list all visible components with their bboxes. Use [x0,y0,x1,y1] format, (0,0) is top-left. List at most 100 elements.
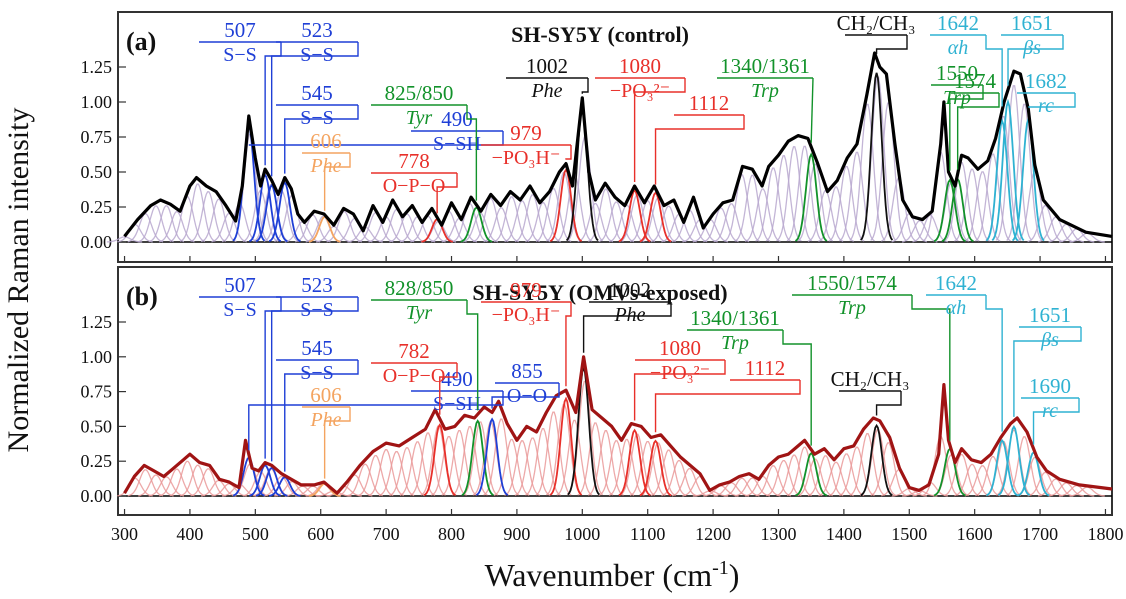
band-assignment: Phe [530,80,562,102]
band-wavenumber: 782 [398,339,430,363]
annotation-leader [985,35,1003,107]
x-tick-label: 1800 [1087,524,1123,544]
band-annotation: CH₂/CH₃ [837,11,915,55]
fit-component [797,163,834,242]
fit-component [650,449,687,497]
band-wavenumber: 1340/1361 [690,306,780,330]
fit-component [713,482,750,497]
y-tick-label: 1.00 [81,347,113,367]
band-wavenumber: 1112 [745,356,785,380]
y-tick-label: 1.25 [81,312,113,332]
fit-component [587,430,624,496]
fit-component [765,459,802,497]
band-wavenumber: 1550 [936,61,978,85]
band-component [860,72,894,241]
fit-component [703,207,739,243]
fit-component [148,205,185,243]
band-assignment: βs [1022,37,1041,59]
y-tick-label: 0.00 [81,486,113,506]
band-component [794,152,828,242]
band-annotation: 1574 [951,69,1000,170]
band-assignment: S−S [300,107,334,129]
band-wavenumber: 1112 [689,91,729,115]
x-tick-labels: 300 400 500 600 700 800 900 1000 1100 1200 1300 140… [111,524,1123,544]
fit-component [138,474,174,497]
band-assignment: rc [1042,400,1058,422]
fit-component [818,461,854,497]
y-tick-label: 0.50 [81,416,113,436]
fit-component [430,435,467,496]
fit-component [535,188,572,243]
band-wavenumber: 545 [301,81,333,105]
fit-component [169,460,206,497]
fit-component [734,174,771,242]
band-assignment: O−P−O [383,365,446,387]
spectrum-line [123,355,1113,495]
band-assignment: S−S [300,362,334,384]
fit-component [870,102,907,241]
fit-component [828,165,865,242]
annotation-leader [911,295,951,441]
fit-component [190,191,227,243]
annotation-leader [491,383,560,409]
band-wavenumber: 523 [301,18,333,42]
band-assignment: Tyr [406,302,433,324]
fit-component [337,474,373,497]
band-assignment: −PO₃H⁻ [492,147,561,169]
y-tick-label: 0.75 [81,127,113,147]
fit-component [483,418,520,496]
annotation-leader [654,115,745,185]
x-tick-label: 1500 [891,524,927,544]
band-wavenumber: 828/850 [385,276,454,300]
x-tick-label: 1200 [695,524,731,544]
annotation-leader [875,35,908,55]
annotation-leader [264,42,282,166]
annotation-leader [270,297,359,462]
annotation-leader [323,407,351,479]
annotation-leader [466,105,478,201]
y-tick-label: 0.75 [81,382,113,402]
band-component [565,106,599,242]
panel-b: 0.00 0.25 0.50 0.75 1.00 1.25 (b) SH-SY5Y (OMVs… [81,266,1113,516]
fit-component [629,200,666,243]
fit-component [514,437,551,496]
fit-component [483,207,520,243]
band-assignment: S−S [300,299,334,321]
x-tick-label: 300 [111,524,138,544]
annotation-leader [810,77,814,143]
band-assignment: O−P−O [383,175,446,197]
x-tick-label: 1300 [760,524,796,544]
annotation-leader [633,78,686,182]
fit-component [106,236,143,243]
x-tick-label: 1000 [564,524,600,544]
band-wavenumber: 1550/1574 [807,271,897,295]
annotation-leader [565,145,572,160]
band-assignment: Phe [613,304,645,326]
annotation-leader [439,363,458,415]
fit-component [671,468,708,497]
band-assignment: αh [946,297,967,319]
fit-component [1048,482,1084,497]
band-component [549,168,583,242]
fit-component [724,477,760,497]
fit-component [441,429,478,496]
band-assignment: S−S [223,299,257,321]
x-axis-label: Wavenumber (cm-1) [485,557,740,593]
panel-title: SH-SY5Y (control) [511,22,689,47]
annotation-leader [875,391,902,416]
band-wavenumber: 606 [310,129,342,153]
band-component [860,423,893,496]
band-component [549,396,583,496]
